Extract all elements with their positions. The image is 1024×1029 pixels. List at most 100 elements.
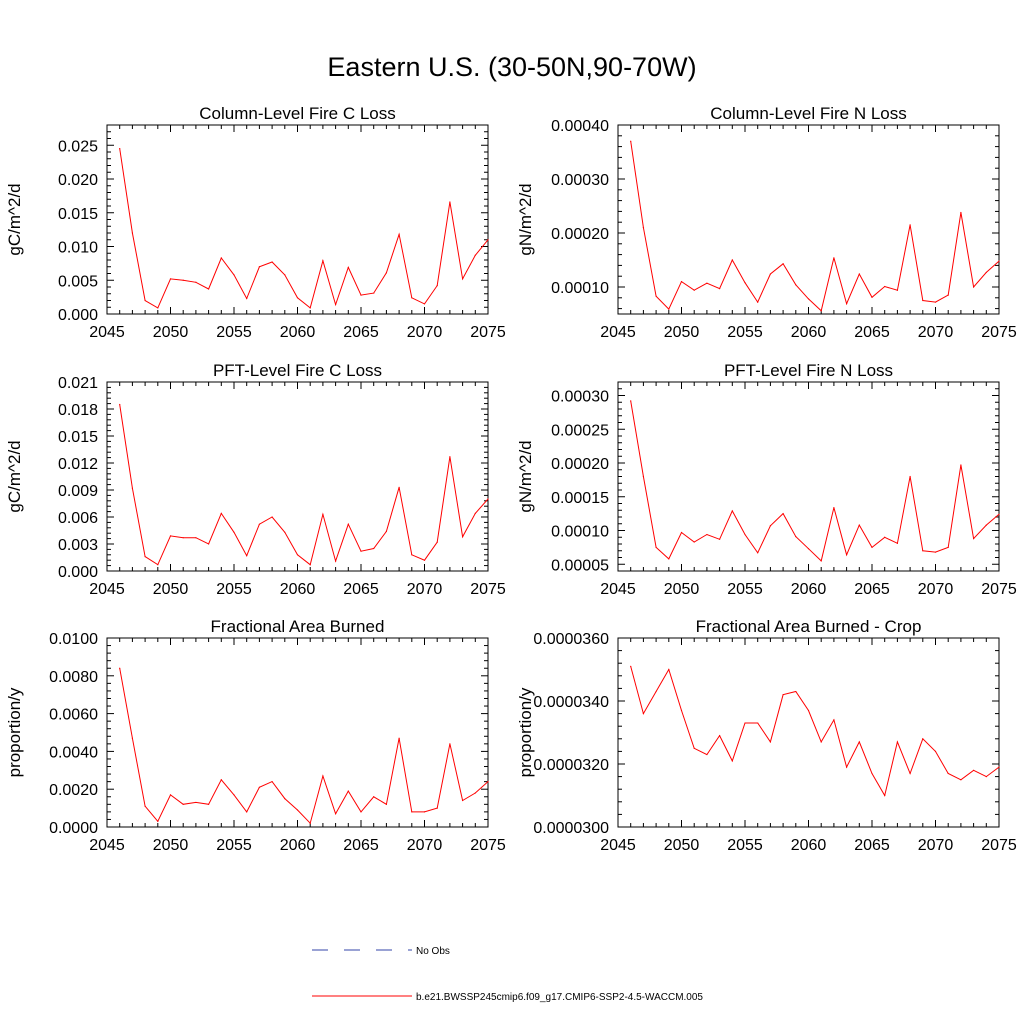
data-point [807,548,810,550]
data-point [630,400,632,402]
data-point [309,564,311,566]
data-point [360,550,362,552]
data-point [271,516,273,518]
y-tick-label: 0.000 [58,307,98,324]
y-tick-label: 0.021 [58,375,98,392]
x-tick-label: 2045 [89,837,125,854]
x-tick-label: 2045 [89,581,125,598]
data-point [985,524,987,526]
y-tick-label: 0.015 [58,429,98,446]
chart-panel-3: PFT-Level Fire C Loss gC/m^2/d 2045 2050 205… [5,361,506,598]
data-point [246,555,248,557]
series-line [630,400,1000,562]
data-point [960,779,962,781]
data-point [119,667,121,669]
y-tick-label: 0.0000360 [533,631,609,648]
data-point [820,741,822,743]
data-point [833,506,835,509]
data-point [423,303,426,305]
data-point [296,554,299,556]
data-point [385,803,387,805]
chart-panel-6: Fractional Area Burned - Crop proportion/… [516,617,1017,854]
x-tick-label: 2050 [153,581,189,598]
data-point [284,274,286,276]
y-tick-label: 0.0060 [49,707,98,724]
data-point [680,709,683,712]
data-point [998,513,1000,515]
data-point [731,760,733,762]
data-point [642,475,645,478]
data-point [731,259,733,261]
data-point [195,801,197,804]
data-point [922,550,924,552]
data-point [820,310,822,312]
y-tick-label: 0.00030 [551,389,609,406]
x-tick-label: 2065 [343,324,379,341]
data-point [462,278,464,280]
x-tick-label: 2070 [407,837,443,854]
data-point [385,530,387,533]
series-line [630,141,1000,312]
data-point [322,260,324,262]
data-point [846,554,848,556]
data-point [208,803,210,805]
data-point [807,298,810,300]
x-tick-label: 2060 [280,581,316,598]
data-point [258,786,260,788]
x-tick-label: 2060 [791,837,827,854]
x-tick-label: 2060 [280,324,316,341]
data-point [411,811,413,813]
y-tick-label: 0.0100 [49,631,98,648]
x-tick-label: 2045 [600,581,636,598]
data-point [271,781,273,783]
chart-panel-5: Fractional Area Burned proportion/y 2045 20… [5,617,506,854]
x-tick-label: 2075 [981,837,1017,854]
data-point [757,301,759,303]
data-point [119,148,121,150]
data-point [169,278,172,280]
x-tick-label: 2070 [918,837,954,854]
data-point [744,282,746,284]
y-axis-label: gC/m^2/d [5,440,24,512]
data-point [182,279,184,281]
data-point [833,257,835,259]
data-point [706,282,708,284]
data-point [858,524,860,526]
data-point [719,735,721,737]
data-point [934,551,937,553]
y-tick-label: 0.00020 [551,226,609,243]
data-point [884,536,886,538]
data-point [131,737,133,739]
data-point [947,294,949,296]
data-point [871,546,873,548]
y-tick-label: 0.0000300 [533,820,609,837]
data-point [668,308,670,310]
data-point [744,722,746,724]
page-title: Eastern U.S. (30-50N,90-70W) [327,52,696,82]
data-point [347,790,349,792]
data-point [373,292,375,294]
data-point [706,533,708,536]
data-point [322,513,324,515]
x-tick-label: 2075 [470,581,506,598]
y-tick-label: 0.00010 [551,280,609,297]
data-point [258,266,260,268]
data-point [909,475,911,478]
data-point [947,772,949,775]
y-tick-label: 0.015 [58,206,98,223]
data-point [131,232,133,234]
data-point [296,809,299,811]
data-point [731,510,733,512]
data-point [144,556,146,558]
data-point [909,224,911,226]
data-point [947,546,949,548]
data-point [398,486,400,488]
data-point [195,281,197,283]
chart-title: PFT-Level Fire C Loss [213,361,382,380]
data-point [795,284,797,286]
data-point [436,541,438,543]
data-point [233,531,235,533]
plot-frame [106,637,489,828]
data-point [411,554,413,556]
